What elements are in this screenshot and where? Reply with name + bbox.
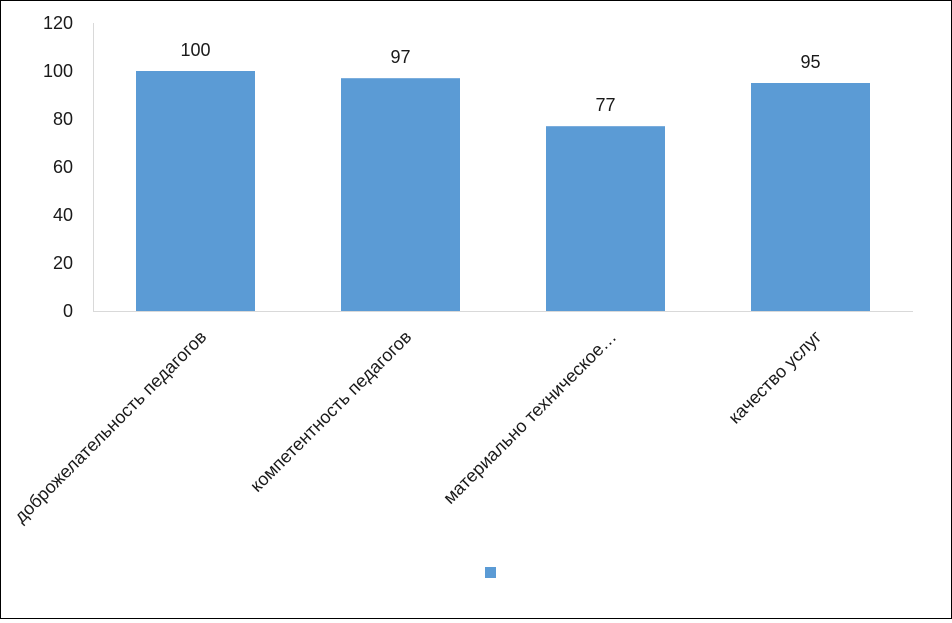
y-tick-label: 80: [53, 109, 73, 129]
y-tick-label: 120: [43, 13, 73, 33]
data-label: 95: [800, 52, 820, 72]
y-tick-label: 40: [53, 205, 73, 225]
bar: [341, 78, 460, 311]
y-tick-label: 0: [63, 301, 73, 321]
legend-swatch: [485, 567, 496, 578]
bar-series: [136, 71, 870, 311]
category-labels: доброжелательность педагогов компетентнос…: [10, 326, 825, 526]
bar: [546, 126, 665, 311]
data-labels: 100 97 77 95: [180, 40, 820, 115]
y-tick-label: 20: [53, 253, 73, 273]
y-tick-label: 100: [43, 61, 73, 81]
category-label: компетентность педагогов: [246, 327, 415, 496]
data-label: 77: [595, 95, 615, 115]
category-label: доброжелательность педагогов: [10, 327, 210, 527]
y-axis-ticks: 0 20 40 60 80 100 120: [43, 13, 73, 321]
bar: [136, 71, 255, 311]
category-label: материально техническое…: [439, 327, 620, 508]
data-label: 97: [390, 47, 410, 67]
bar: [751, 83, 870, 311]
y-tick-label: 60: [53, 157, 73, 177]
data-label: 100: [180, 40, 210, 60]
category-label: качество услуг: [724, 326, 825, 427]
